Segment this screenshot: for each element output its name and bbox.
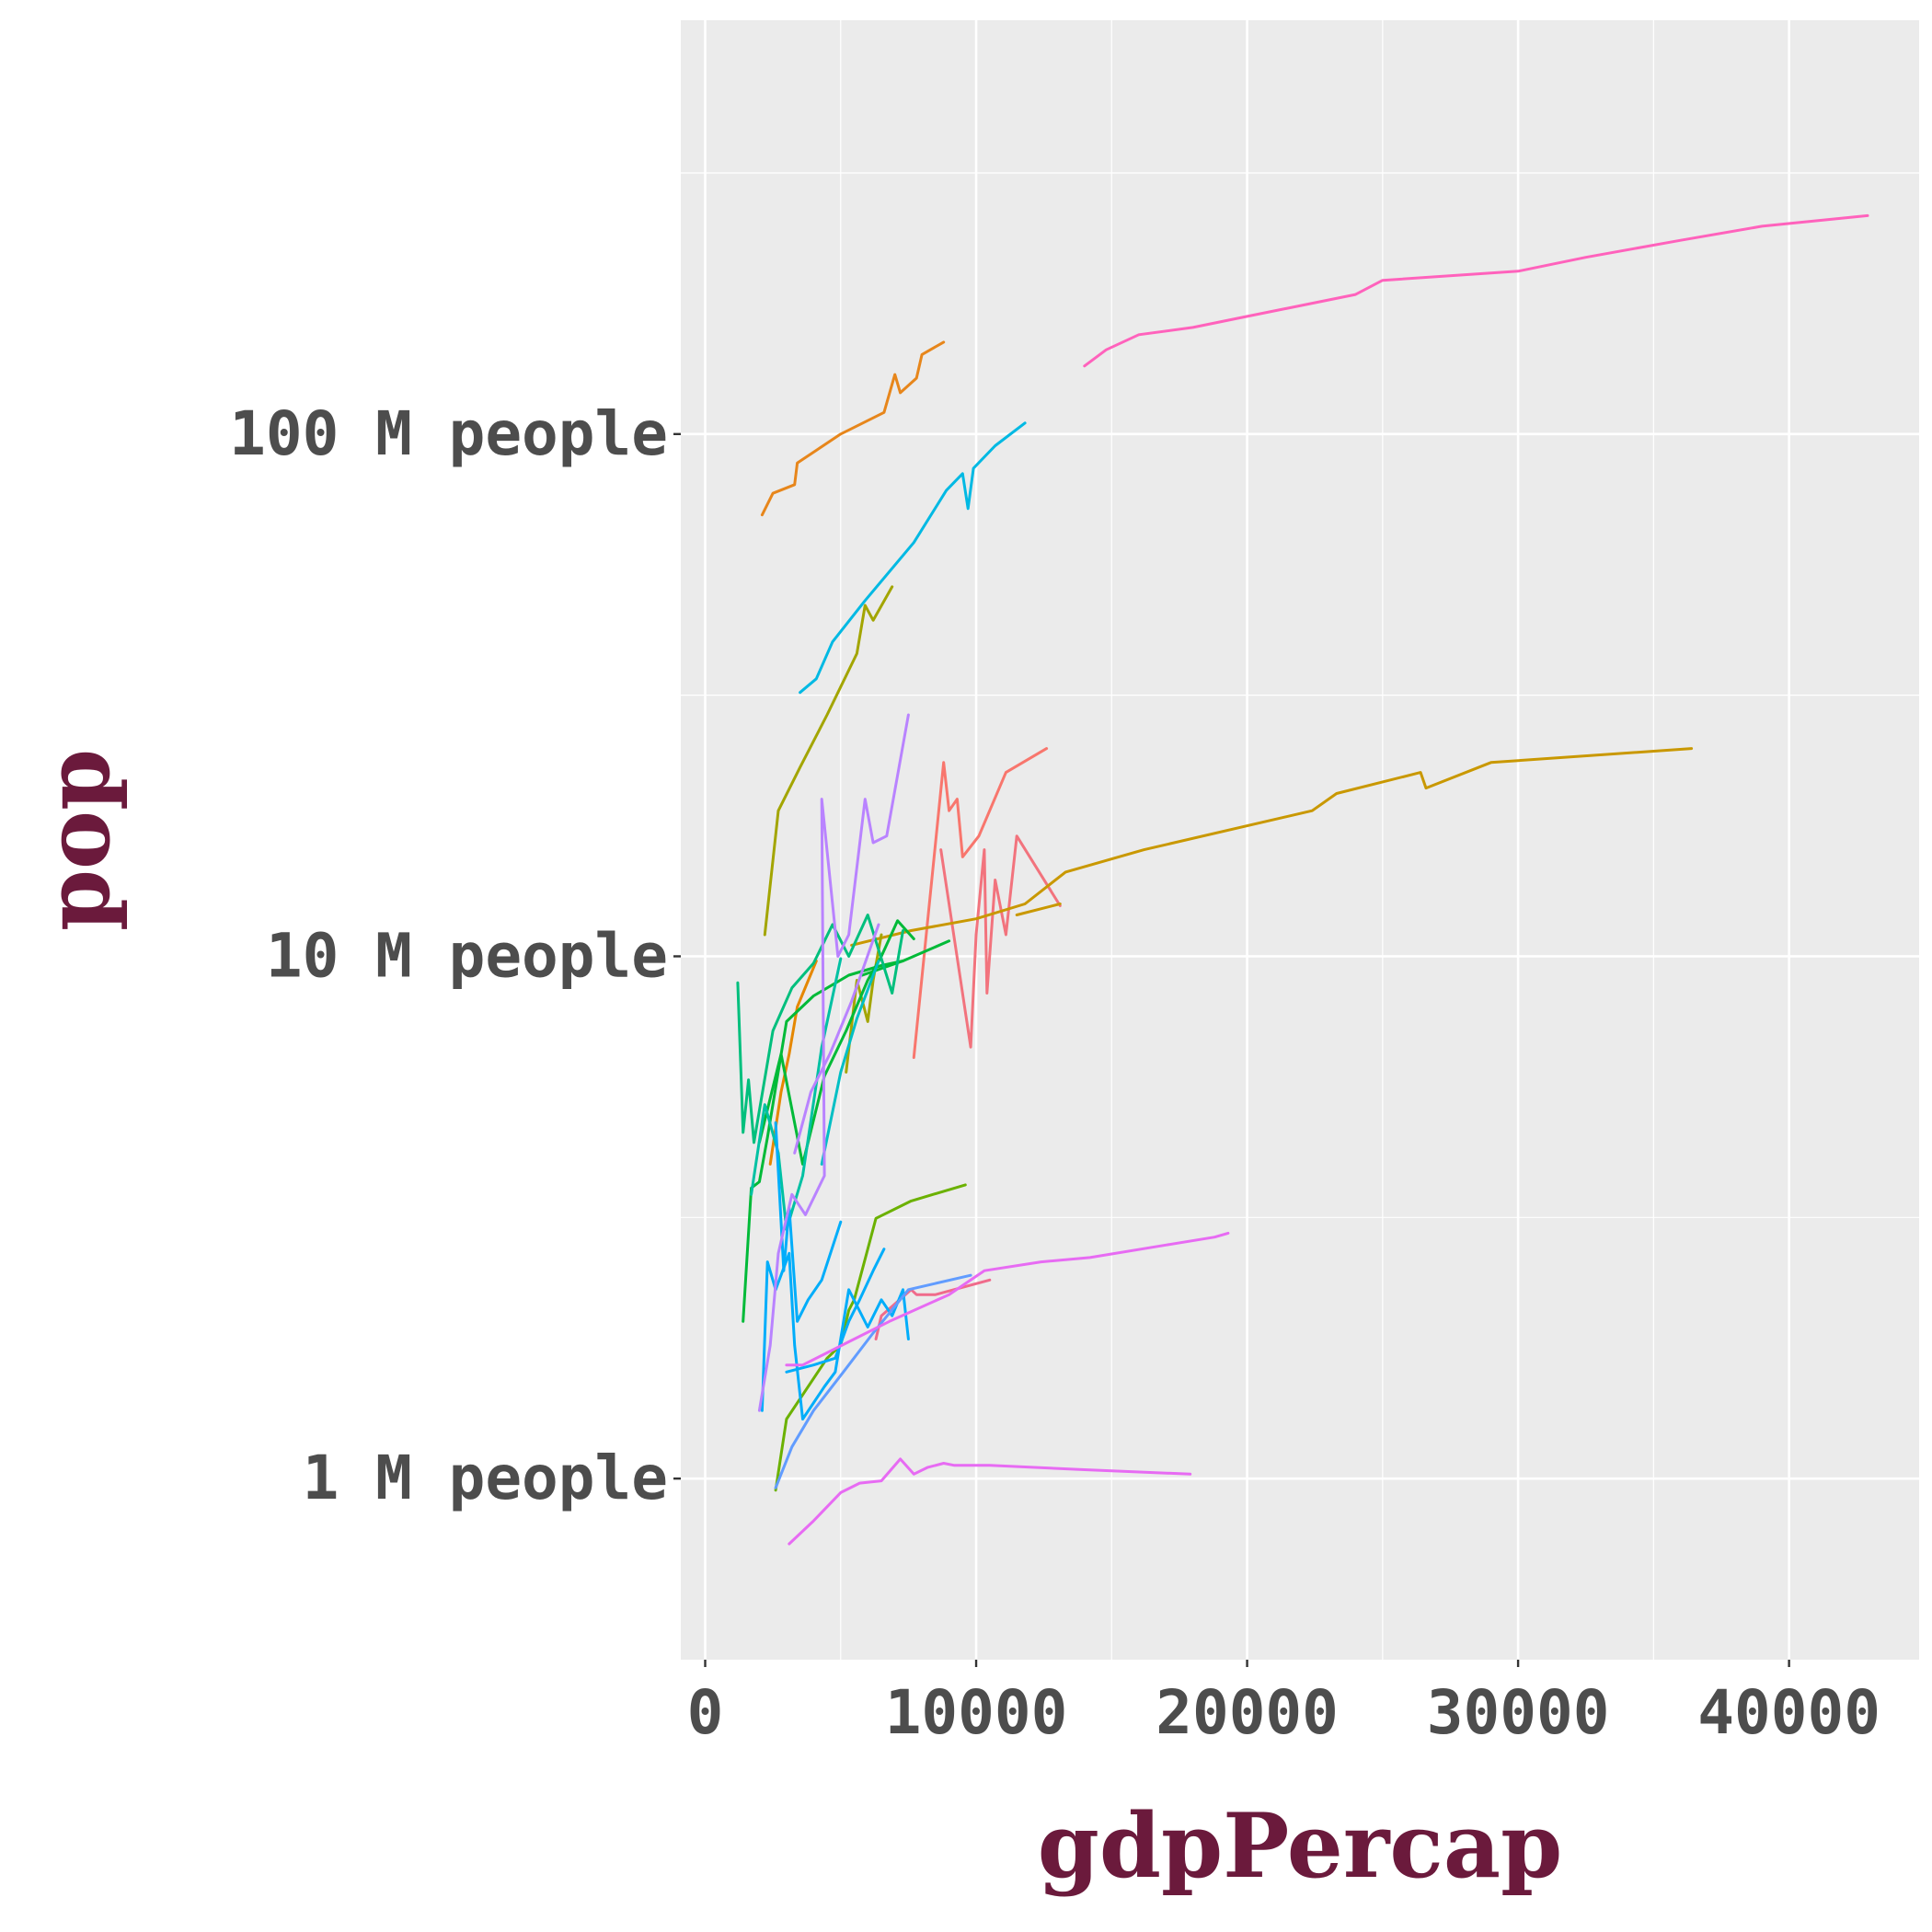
series-line	[785, 1248, 886, 1374]
x-axis-title: gdpPercap	[1038, 1794, 1562, 1898]
series-line	[736, 914, 904, 1144]
x-tick-label: 10000	[885, 1677, 1068, 1748]
x-tick-label: 20000	[1156, 1677, 1339, 1748]
series-line	[874, 1278, 992, 1340]
y-tick-label: 10 M people	[266, 920, 668, 991]
series-line	[774, 1121, 843, 1323]
y-axis-title: pop	[26, 749, 130, 931]
axes: 0 10000 20000 30000 40000 1 M people 10 M peop…	[229, 398, 1880, 1748]
y-tick-label: 100 M people	[229, 398, 668, 469]
series-line	[774, 1183, 967, 1492]
series-line	[774, 1273, 972, 1489]
x-tick-label: 30000	[1427, 1677, 1610, 1748]
series-line	[1083, 213, 1869, 368]
series-line	[788, 1457, 1192, 1546]
series-line	[1015, 903, 1062, 916]
y-tick-label: 1 M people	[303, 1443, 668, 1513]
series-line	[939, 834, 1062, 1049]
series-line	[912, 747, 1049, 1059]
series-line	[820, 960, 880, 1166]
series-line	[768, 960, 818, 1166]
x-tick-label: 0	[687, 1677, 724, 1748]
series-line	[757, 919, 915, 1166]
series-line	[799, 421, 1027, 695]
x-tick-label: 40000	[1697, 1677, 1880, 1748]
series-line	[760, 340, 946, 517]
series-line	[742, 960, 904, 1323]
series-lines	[736, 213, 1869, 1546]
plot-panel	[681, 20, 1919, 1660]
series-line	[757, 713, 910, 1412]
series-line	[763, 585, 894, 937]
series-line	[785, 1231, 1230, 1367]
series-line	[850, 747, 1694, 947]
series-line	[793, 923, 880, 1155]
